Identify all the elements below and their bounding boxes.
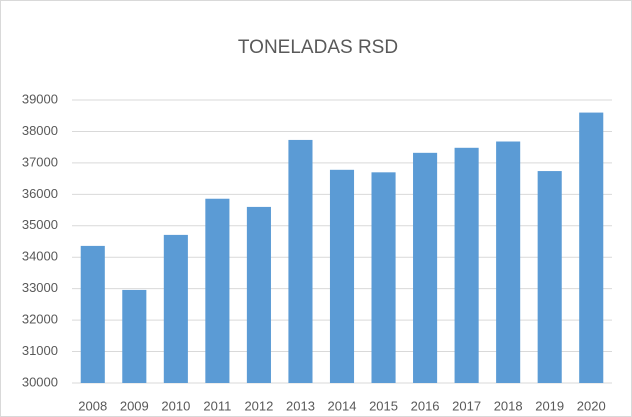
x-tick-label: 2014 <box>328 398 357 413</box>
bar <box>163 234 188 383</box>
bar <box>496 141 521 383</box>
y-tick-label: 37000 <box>22 154 58 169</box>
bar <box>454 147 479 383</box>
x-tick-label: 2010 <box>161 398 190 413</box>
y-tick-label: 35000 <box>22 217 58 232</box>
x-tick-label: 2019 <box>535 398 564 413</box>
x-tick-label: 2011 <box>203 398 231 413</box>
bar <box>122 289 147 383</box>
bar <box>371 172 396 383</box>
bar <box>80 245 105 383</box>
bar <box>413 152 438 383</box>
y-tick-label: 34000 <box>22 249 58 264</box>
x-tick-label: 2018 <box>494 398 523 413</box>
chart-title: TONELADAS RSD <box>238 37 398 58</box>
y-tick-label: 39000 <box>22 91 58 106</box>
bar <box>537 171 562 383</box>
y-tick-label: 30000 <box>22 374 58 389</box>
x-tick-label: 2008 <box>78 398 107 413</box>
x-tick-label: 2015 <box>369 398 398 413</box>
x-tick-label: 2016 <box>411 398 440 413</box>
bar <box>246 206 271 383</box>
y-tick-label: 32000 <box>22 312 58 327</box>
bar <box>205 198 230 383</box>
y-tick-label: 33000 <box>22 280 58 295</box>
y-tick-label: 36000 <box>22 186 58 201</box>
x-tick-label: 2013 <box>286 398 315 413</box>
bar <box>288 139 313 383</box>
x-tick-label: 2012 <box>244 398 273 413</box>
bar <box>329 169 355 383</box>
x-tick-label: 2017 <box>452 398 481 413</box>
x-tick-label: 2020 <box>577 398 606 413</box>
y-tick-label: 38000 <box>22 123 58 138</box>
x-tick-label: 2009 <box>120 398 149 413</box>
y-tick-label: 31000 <box>22 343 58 358</box>
bar <box>579 112 604 384</box>
